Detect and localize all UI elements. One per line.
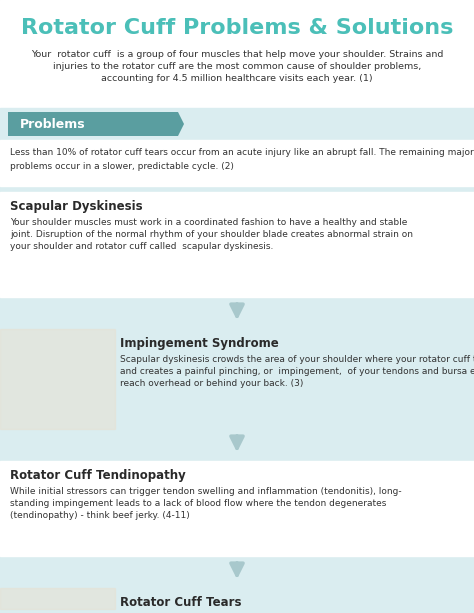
Text: your shoulder and rotator cuff called  scapular dyskinesis.: your shoulder and rotator cuff called sc… — [10, 242, 273, 251]
Bar — [0, 588, 474, 609]
Text: injuries to the rotator cuff are the most common cause of shoulder problems,: injuries to the rotator cuff are the mos… — [53, 62, 421, 71]
Text: While initial stressors can trigger tendon swelling and inflammation (tendonitis: While initial stressors can trigger tend… — [10, 487, 401, 496]
Text: Your  rotator cuff  is a group of four muscles that help move your shoulder. Str: Your rotator cuff is a group of four mus… — [31, 50, 443, 59]
Text: Rotator Cuff Tears: Rotator Cuff Tears — [120, 596, 241, 609]
Bar — [0, 588, 115, 609]
Bar — [0, 0, 474, 108]
Polygon shape — [8, 112, 184, 136]
Bar — [0, 192, 474, 297]
Bar — [0, 461, 474, 556]
Text: Scapular Dyskinesis: Scapular Dyskinesis — [10, 200, 143, 213]
Text: (tendinopathy) - think beef jerky. (4-11): (tendinopathy) - think beef jerky. (4-11… — [10, 511, 190, 520]
Text: standing impingement leads to a lack of blood flow where the tendon degenerates: standing impingement leads to a lack of … — [10, 499, 386, 508]
Bar — [0, 108, 474, 613]
Text: reach overhead or behind your back. (3): reach overhead or behind your back. (3) — [120, 379, 303, 388]
Bar — [0, 329, 115, 429]
Bar — [0, 329, 474, 429]
Bar — [0, 140, 474, 186]
Text: Problems: Problems — [20, 118, 86, 131]
Text: Less than 10% of rotator cuff tears occur from an acute injury like an abrupt fa: Less than 10% of rotator cuff tears occu… — [10, 148, 474, 157]
Text: Rotator Cuff Problems & Solutions: Rotator Cuff Problems & Solutions — [21, 18, 453, 38]
Text: accounting for 4.5 million healthcare visits each year. (1): accounting for 4.5 million healthcare vi… — [101, 74, 373, 83]
Text: Your shoulder muscles must work in a coordinated fashion to have a healthy and s: Your shoulder muscles must work in a coo… — [10, 218, 407, 227]
Text: Impingement Syndrome: Impingement Syndrome — [120, 337, 279, 350]
Text: problems occur in a slower, predictable cycle. (2): problems occur in a slower, predictable … — [10, 162, 234, 171]
Text: and creates a painful pinching, or  impingement,  of your tendons and bursa each: and creates a painful pinching, or impin… — [120, 367, 474, 376]
Text: Scapular dyskinesis crowds the area of your shoulder where your rotator cuff ten: Scapular dyskinesis crowds the area of y… — [120, 355, 474, 364]
Text: Rotator Cuff Tendinopathy: Rotator Cuff Tendinopathy — [10, 469, 186, 482]
Text: joint. Disruption of the normal rhythm of your shoulder blade creates abnormal s: joint. Disruption of the normal rhythm o… — [10, 230, 413, 239]
